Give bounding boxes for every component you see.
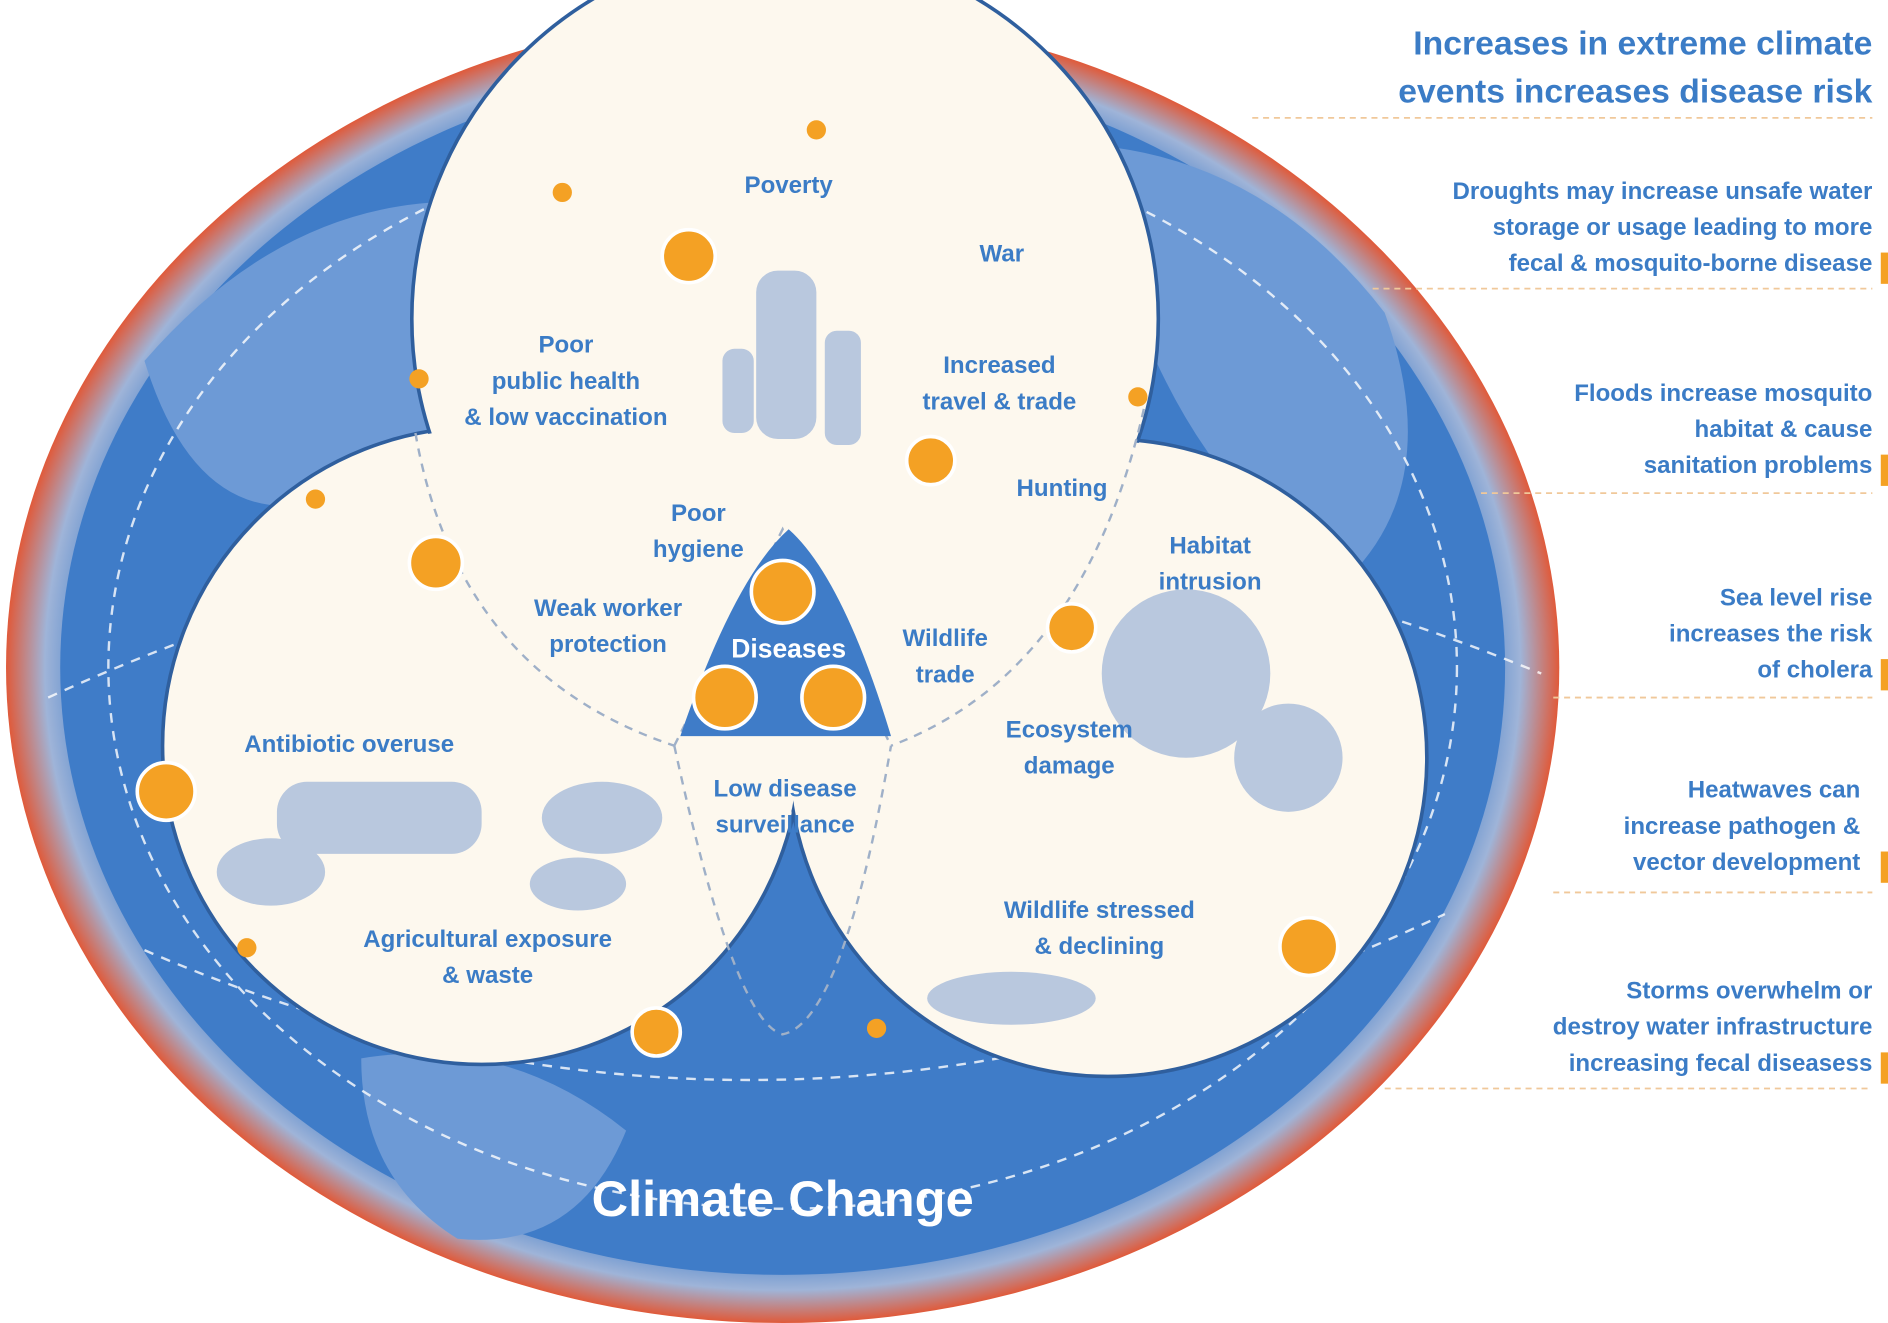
diagram: Poverty War Poor public health & low vaccina… (0, 0, 1888, 1323)
annotation-text: Storms overwhelm or (1626, 978, 1872, 1005)
factor-label: Wildlife stressed (1004, 897, 1195, 924)
annotation-text: Heatwaves can (1688, 777, 1861, 804)
annotation-text: Sea level rise (1720, 584, 1873, 611)
factor-label: travel & trade (922, 388, 1076, 415)
annotation-text: habitat & cause (1695, 416, 1873, 443)
factor-label: & low vaccination (464, 404, 667, 431)
annotation-text: increases the risk (1669, 620, 1873, 647)
annotation-text: Droughts may increase unsafe water (1452, 178, 1872, 205)
globe-label: Climate Change (592, 1170, 974, 1227)
factor-label: trade (916, 661, 975, 688)
factor-label: Ecosystem (1006, 717, 1133, 744)
annotation-text: of cholera (1757, 656, 1873, 683)
factor-label: hygiene (653, 536, 744, 563)
annotation-title: Increases in extreme climate (1413, 26, 1872, 63)
factor-label: Increased (943, 352, 1055, 379)
factor-label: Hunting (1017, 475, 1108, 502)
factor-label: public health (492, 368, 640, 395)
annotation-markers (1881, 253, 1888, 1084)
annotation-text: increase pathogen & (1624, 813, 1861, 840)
factor-label: Antibiotic overuse (244, 731, 454, 758)
factor-label: Low disease (714, 776, 857, 803)
factor-label: War (980, 240, 1025, 267)
annotation-text: Floods increase mosquito (1574, 380, 1872, 407)
page: Poverty War Poor public health & low vaccina… (0, 0, 1888, 1323)
factor-label: Agricultural exposure (363, 926, 612, 953)
center-label: Diseases (731, 634, 846, 664)
factor-label: & declining (1034, 933, 1164, 960)
annotation-text: storage or usage leading to more (1493, 214, 1873, 241)
annotation-text: increasing fecal diseasess (1569, 1050, 1873, 1077)
factor-label: Poor (671, 500, 726, 527)
annotation-text: sanitation problems (1644, 452, 1873, 479)
annotation-text: fecal & mosquito-borne disease (1509, 250, 1873, 277)
annotation-text: destroy water infrastructure (1553, 1014, 1873, 1041)
factor-label: Poverty (745, 172, 834, 199)
factor-label: Wildlife (903, 625, 988, 652)
annotation-title: events increases disease risk (1398, 74, 1872, 111)
factor-label: surveillance (716, 812, 855, 839)
factor-label: Habitat (1169, 533, 1251, 560)
factor-label: Poor (539, 332, 594, 359)
annotation-text: vector development (1633, 849, 1860, 876)
factor-label: protection (549, 631, 667, 658)
factor-label: damage (1024, 753, 1115, 780)
factor-label: intrusion (1159, 569, 1262, 596)
factor-label: & waste (442, 962, 533, 989)
factor-label: Weak worker (534, 595, 682, 622)
